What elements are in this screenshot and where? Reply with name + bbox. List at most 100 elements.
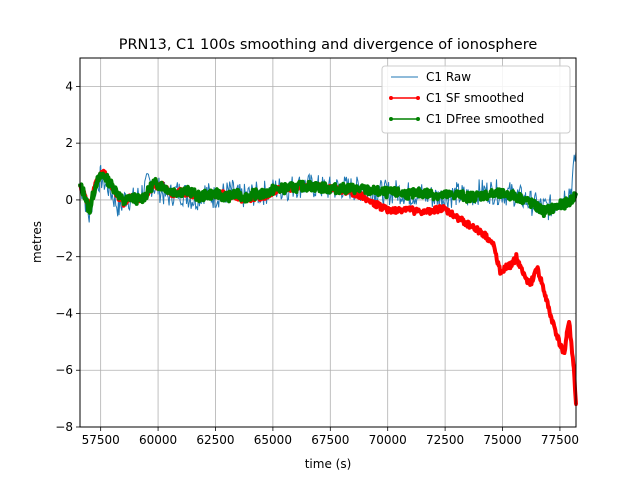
data-point	[362, 195, 367, 199]
data-point	[225, 195, 229, 199]
data-point	[374, 189, 379, 194]
data-point	[114, 189, 119, 194]
data-point	[498, 269, 503, 273]
data-point	[569, 342, 574, 347]
data-point	[243, 195, 248, 199]
data-point	[397, 191, 401, 195]
data-point	[179, 189, 183, 194]
x-tick-label: 67500	[311, 433, 349, 447]
data-point	[548, 314, 553, 319]
data-point	[351, 186, 356, 191]
data-point	[450, 212, 454, 216]
data-point	[385, 191, 390, 195]
data-point	[305, 183, 310, 188]
data-point	[567, 320, 571, 324]
data-point	[101, 172, 105, 177]
legend-swatch-marker	[389, 117, 393, 121]
data-point	[151, 181, 156, 185]
data-point	[234, 192, 238, 197]
x-tick-label: 77500	[541, 433, 579, 447]
data-point	[404, 206, 408, 211]
data-point	[431, 192, 436, 197]
data-point	[562, 351, 567, 356]
data-point	[477, 193, 482, 198]
data-point	[282, 186, 287, 191]
data-point	[137, 198, 142, 202]
legend-label: C1 Raw	[426, 70, 471, 84]
data-point	[521, 271, 525, 276]
data-point	[385, 208, 390, 212]
data-point	[441, 206, 445, 211]
legend-box	[381, 65, 571, 134]
x-tick-label: 65000	[254, 433, 292, 447]
data-point	[491, 243, 496, 248]
data-point	[551, 206, 555, 211]
y-tick-label: −4	[55, 306, 73, 320]
data-point	[413, 209, 418, 214]
data-point	[422, 210, 427, 215]
legend-label: C1 DFree smoothed	[426, 112, 544, 126]
legend-swatch-marker	[416, 96, 420, 100]
data-point	[553, 328, 558, 333]
data-point	[206, 192, 211, 197]
data-point	[121, 200, 126, 205]
data-point	[328, 186, 333, 191]
data-point	[535, 266, 539, 270]
data-point	[128, 195, 133, 199]
ticks: 57500 60000 62500 65000 67500 70000 72500 75000…	[55, 79, 579, 447]
plot-frame	[79, 57, 577, 428]
legend-swatch-marker	[389, 96, 393, 100]
y-tick-label: 0	[65, 193, 73, 207]
chart-title: PRN13, C1 100s smoothing and divergence …	[119, 37, 538, 53]
data-point	[271, 188, 275, 192]
data-point	[197, 195, 202, 199]
data-point	[261, 192, 266, 197]
y-tick-label: 4	[65, 79, 73, 93]
data-point	[82, 192, 87, 197]
data-point	[376, 203, 381, 208]
y-tick-label: −8	[55, 420, 73, 434]
data-point	[252, 192, 257, 197]
x-tick-label: 60000	[139, 433, 177, 447]
data-point	[466, 195, 470, 199]
data-point	[484, 235, 489, 239]
data-point	[431, 208, 436, 212]
data-point	[395, 209, 399, 214]
data-point	[215, 192, 220, 197]
data-point	[558, 342, 562, 347]
data-point	[542, 209, 546, 214]
data-point	[514, 254, 519, 259]
data-point	[571, 365, 576, 370]
data-point	[539, 280, 544, 285]
x-tick-label: 72500	[426, 433, 464, 447]
data-point	[443, 193, 447, 198]
y-tick-label: −2	[55, 250, 73, 264]
data-point	[108, 181, 112, 185]
data-point	[459, 217, 463, 222]
data-point	[544, 297, 548, 302]
data-point	[489, 192, 493, 197]
data-point	[160, 183, 165, 188]
data-point	[94, 181, 98, 185]
data-point	[500, 192, 505, 197]
data-point	[294, 185, 298, 189]
data-point	[420, 191, 424, 195]
x-tick-label: 75000	[483, 433, 521, 447]
y-tick-label: −6	[55, 363, 73, 377]
data-point	[144, 192, 149, 197]
data-point	[87, 209, 91, 214]
x-axis-label: time (s)	[305, 457, 352, 471]
data-point	[512, 193, 516, 198]
legend: C1 Raw C1 SF smoothed C1 DFree smoothed	[381, 65, 571, 134]
data-point	[532, 203, 537, 208]
series-line-smoothed	[78, 171, 578, 218]
data-point	[317, 185, 321, 189]
data-point	[188, 189, 193, 194]
data-point	[362, 188, 367, 192]
data-point	[468, 223, 473, 228]
x-tick-label: 62500	[196, 433, 234, 447]
data-point	[339, 186, 344, 191]
data-point	[565, 200, 569, 205]
data-point	[523, 198, 528, 202]
data-point	[454, 192, 459, 197]
